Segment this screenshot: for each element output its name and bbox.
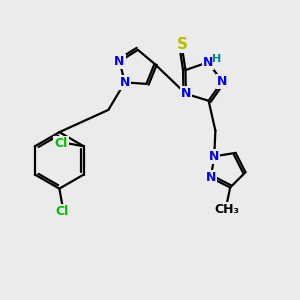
Text: N: N [120, 76, 130, 89]
Text: H: H [212, 54, 221, 64]
Text: N: N [217, 75, 227, 88]
Text: N: N [203, 56, 213, 69]
Text: N: N [114, 55, 125, 68]
Text: Cl: Cl [54, 137, 68, 150]
Text: Cl: Cl [56, 205, 69, 218]
Text: S: S [177, 37, 188, 52]
Text: N: N [206, 171, 216, 184]
Text: N: N [209, 150, 219, 163]
Text: CH₃: CH₃ [215, 203, 240, 216]
Text: N: N [181, 87, 191, 100]
